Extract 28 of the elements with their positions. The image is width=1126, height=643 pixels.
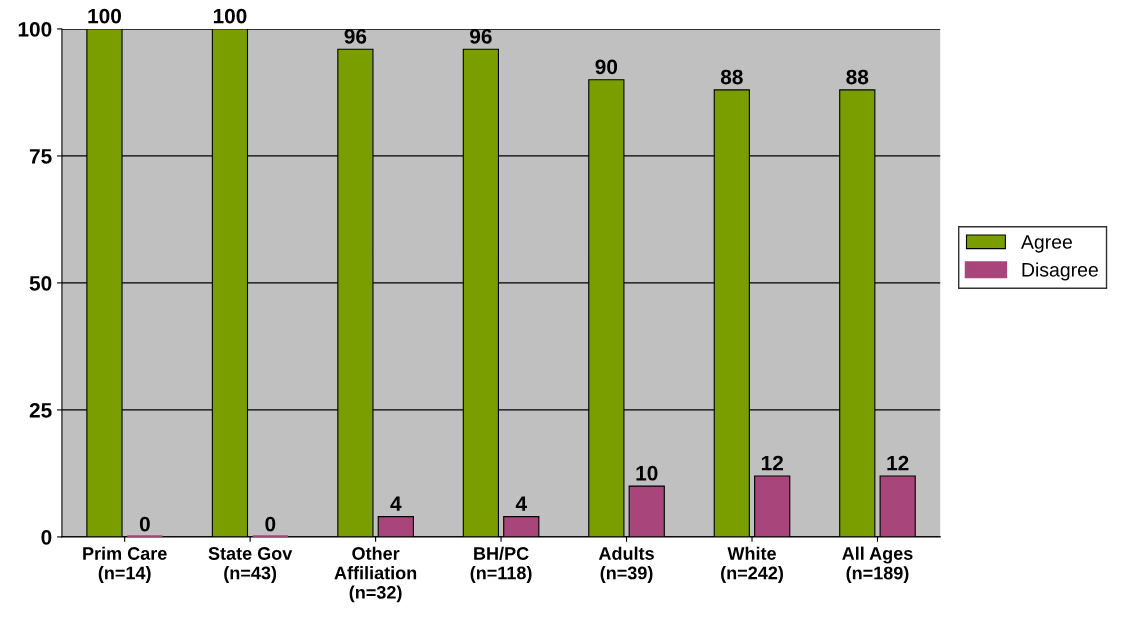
y-tick-label: 75 bbox=[29, 149, 52, 164]
data-label: 10 bbox=[636, 465, 658, 481]
x-tick-label: Adults (n=39) bbox=[598, 546, 654, 583]
data-label: 96 bbox=[470, 28, 492, 44]
data-label: 12 bbox=[887, 455, 909, 471]
data-label: 0 bbox=[265, 516, 276, 532]
x-tick-label: White (n=242) bbox=[721, 546, 783, 583]
y-tick-label: 0 bbox=[41, 529, 52, 545]
legend-label: Agree bbox=[1020, 235, 1072, 253]
y-tick-label: 25 bbox=[29, 402, 52, 418]
data-label: 100 bbox=[88, 8, 121, 24]
x-tick-label: State Gov (n=43) bbox=[208, 547, 293, 583]
data-label: 4 bbox=[515, 496, 527, 511]
x-tick-label: Prim Care (n=14) bbox=[83, 546, 167, 583]
y-tick-label: 50 bbox=[29, 275, 52, 291]
data-label: 96 bbox=[344, 28, 367, 44]
data-label: 12 bbox=[761, 455, 783, 471]
data-label: 0 bbox=[139, 516, 150, 532]
x-tick-label: Other Affiliation (n=32) bbox=[334, 546, 417, 603]
data-label: 88 bbox=[720, 69, 743, 85]
x-tick-label: BH/PC (n=118) bbox=[470, 546, 532, 583]
data-label: 88 bbox=[846, 69, 869, 85]
data-label: 90 bbox=[595, 59, 618, 75]
y-tick-label: 100 bbox=[18, 21, 52, 37]
legend-label: Disagree bbox=[1022, 262, 1098, 281]
x-tick-label: All Ages (n=189) bbox=[842, 546, 913, 583]
data-label: 4 bbox=[390, 496, 402, 511]
data-label: 100 bbox=[213, 8, 247, 24]
